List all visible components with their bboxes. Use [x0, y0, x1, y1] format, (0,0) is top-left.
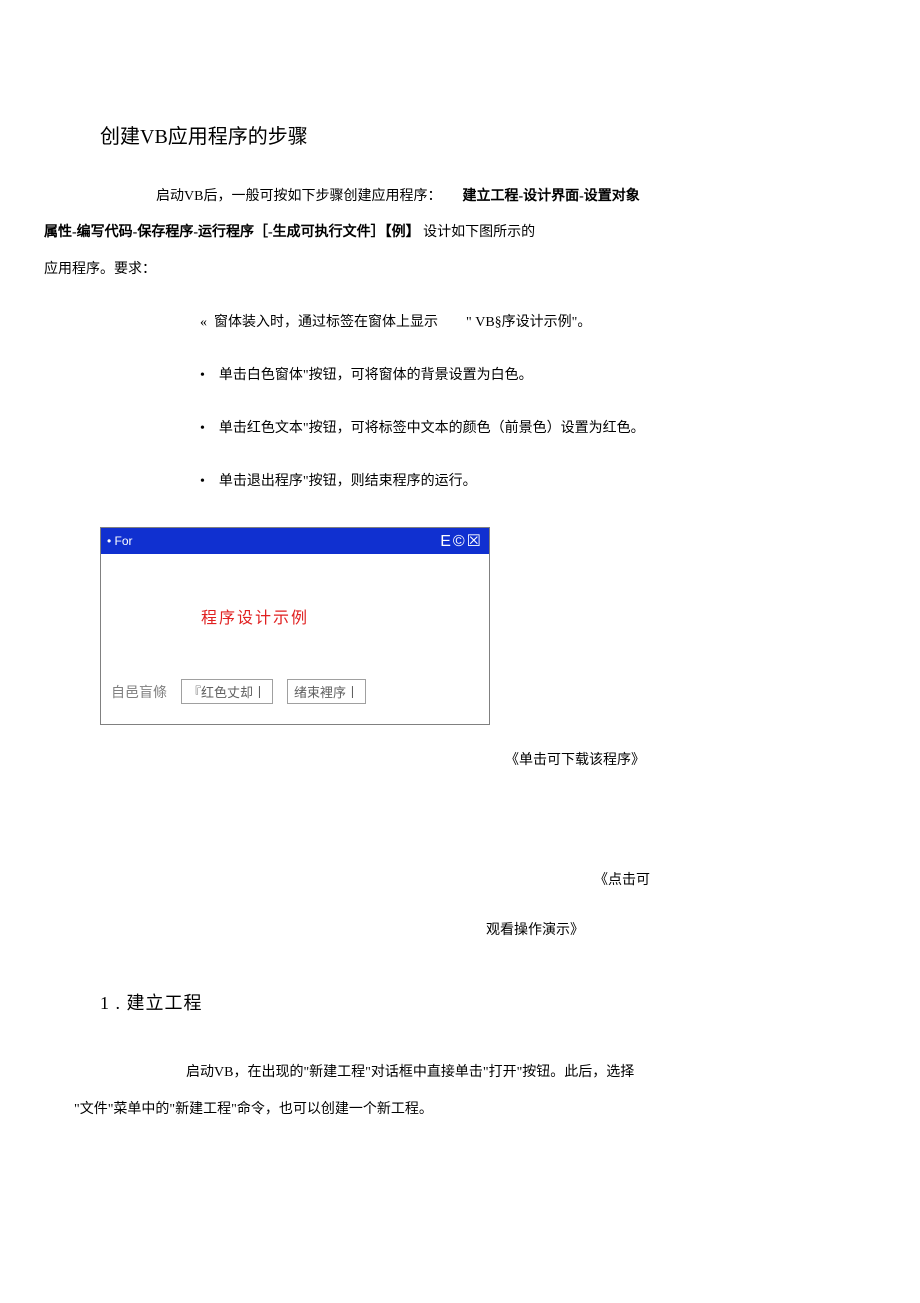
section-paragraph: 启动VB，在出现的"新建工程"对话框中直接单击"打开"按钮。此后，选择 "文件"…	[130, 1055, 820, 1128]
bullet-marker-1: «	[200, 315, 207, 330]
section-text-2: "文件"菜单中的"新建工程"命令，也可以创建一个新工程。	[74, 1102, 433, 1117]
page-title: 创建VB应用程序的步骤	[100, 120, 820, 149]
demo-label: 程序设计示例	[201, 604, 309, 628]
section-text-1: 启动VB，在出现的"新建工程"对话框中直接单击"打开"按钮。此后，选择	[186, 1065, 634, 1080]
app-window: • For E©☒ 程序设计示例 自邑盲條 『红色丈却丨 绪束裡序丨	[100, 527, 490, 725]
red-text-button[interactable]: 『红色丈却丨	[181, 679, 273, 704]
bullet-item-3: • 单击红色文本"按钮，可将标签中文本的颜色（前景色）设置为红色。	[200, 414, 820, 445]
intro-text-2b: 设计如下图所示的	[423, 225, 535, 240]
bullet-dot-4: •	[200, 474, 205, 489]
bullet-item-4: • 单击退出程序"按钮，则结束程序的运行。	[200, 467, 820, 498]
bullet-text-1a: 窗体装入时，通过标签在窗体上显示	[214, 315, 438, 330]
white-form-button-label: 自邑盲條	[111, 682, 167, 702]
window-titlebar: • For E©☒	[101, 528, 489, 554]
titlebar-title: • For	[107, 534, 133, 548]
bullet-dot-3: •	[200, 421, 205, 436]
exit-button[interactable]: 绪束裡序丨	[287, 679, 366, 704]
section-heading: 1 . 建立工程	[100, 989, 820, 1015]
intro-text-1b: 建立工程-设计界面-设置对象	[462, 189, 639, 204]
window-body: 程序设计示例 自邑盲條 『红色丈却丨 绪束裡序丨	[101, 554, 489, 724]
bullet-dot-2: •	[200, 368, 205, 383]
titlebar-controls[interactable]: E©☒	[440, 531, 483, 551]
intro-text-1a: 启动VB后，一般可按如下步骤创建应用程序：	[156, 189, 441, 204]
bullet-item-2: • 单击白色窗体"按钮，可将窗体的背景设置为白色。	[200, 361, 820, 392]
bullet-list: « 窗体装入时，通过标签在窗体上显示 " VB§序设计示例"。 • 单击白色窗体…	[200, 308, 820, 497]
bullet-text-3: 单击红色文本"按钮，可将标签中文本的颜色（前景色）设置为红色。	[219, 421, 645, 436]
bullet-text-4: 单击退出程序"按钮，则结束程序的运行。	[219, 474, 477, 489]
intro-text-3: 应用程序。要求：	[44, 262, 156, 277]
download-link[interactable]: 《单击可下载该程序》	[330, 749, 820, 769]
demo-link-part2[interactable]: 观看操作演示》	[250, 919, 820, 939]
bullet-text-2: 单击白色窗体"按钮，可将窗体的背景设置为白色。	[219, 368, 533, 383]
intro-text-2a: 属性-编写代码-保存程序-运行程序［-生成可执行文件］【例】	[44, 225, 420, 240]
intro-paragraph: 启动VB后，一般可按如下步骤创建应用程序： 建立工程-设计界面-设置对象 属性-…	[100, 179, 820, 288]
bullet-item-1: « 窗体装入时，通过标签在窗体上显示 " VB§序设计示例"。	[200, 308, 820, 339]
demo-link-part1[interactable]: 《点击可	[100, 869, 650, 889]
bullet-text-1b: " VB§序设计示例"。	[466, 315, 591, 330]
button-row: 自邑盲條 『红色丈却丨 绪束裡序丨	[111, 679, 366, 704]
